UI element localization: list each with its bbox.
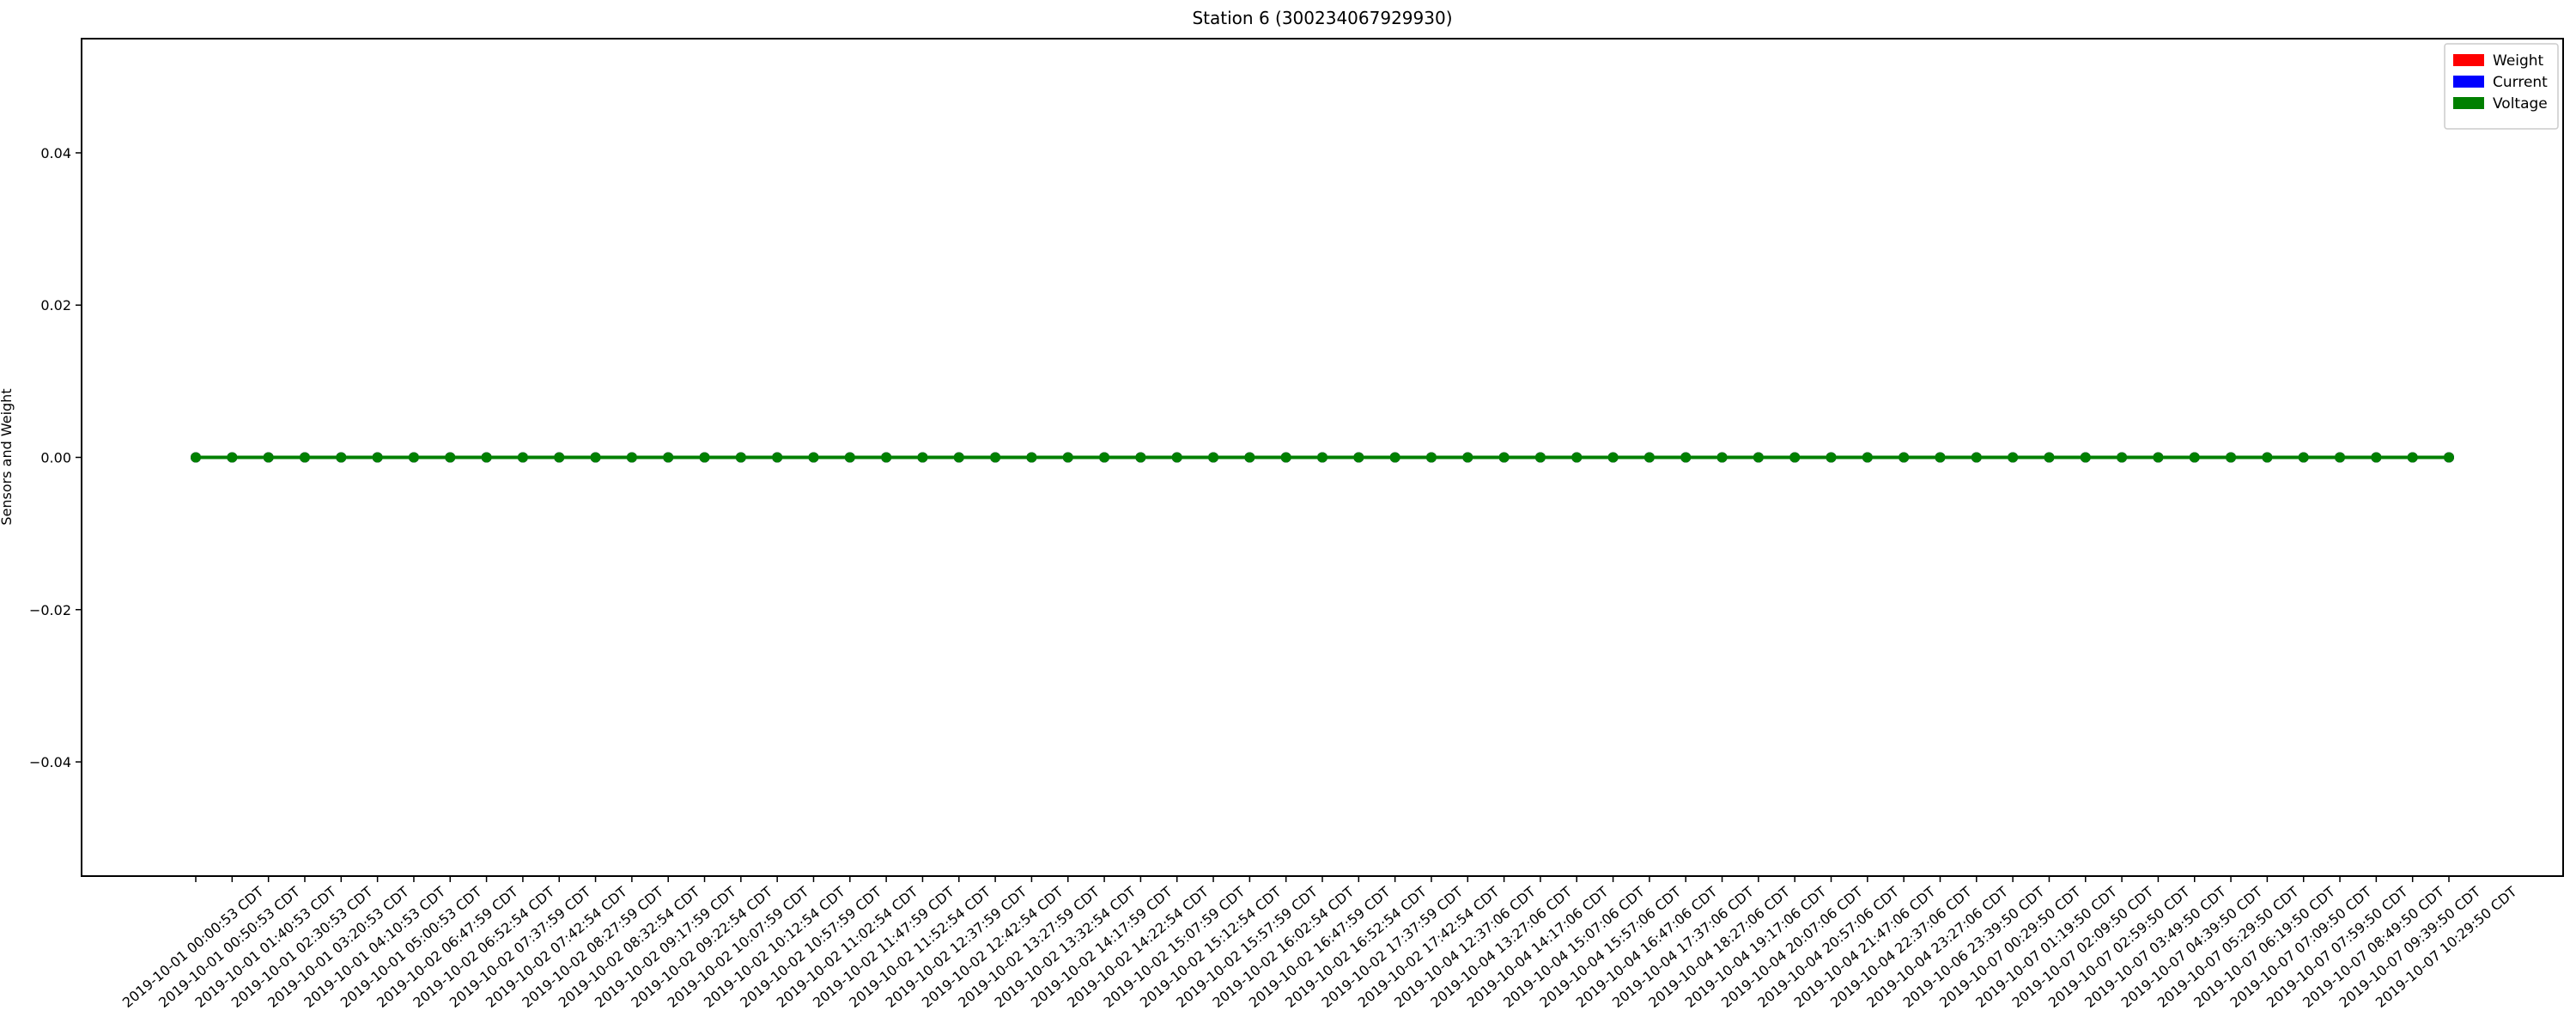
legend-label-weight: Weight [2493, 52, 2544, 70]
data-point-voltage [2117, 452, 2128, 463]
data-point-voltage [227, 452, 238, 463]
data-point-voltage [263, 452, 274, 463]
y-tick-label: −0.04 [29, 754, 71, 770]
data-point-voltage [1862, 452, 1873, 463]
y-axis-label: Sensors and Weight [0, 388, 15, 525]
y-tick-label: 0.04 [40, 145, 71, 161]
data-point-voltage [1099, 452, 1110, 463]
legend-swatch-current [2453, 76, 2484, 88]
data-point-voltage [2444, 452, 2454, 463]
data-point-voltage [408, 452, 419, 463]
data-point-voltage [1171, 452, 1182, 463]
legend-swatch-weight [2453, 54, 2484, 66]
chart-title: Station 6 (300234067929930) [1192, 8, 1452, 28]
legend: Weight Current Voltage [2444, 43, 2559, 130]
data-point-voltage [663, 452, 674, 463]
data-point-voltage [2298, 452, 2309, 463]
data-point-voltage [881, 452, 892, 463]
data-point-voltage [2080, 452, 2091, 463]
data-point-voltage [517, 452, 528, 463]
data-point-voltage [2262, 452, 2273, 463]
data-point-voltage [1135, 452, 1146, 463]
data-point-voltage [1353, 452, 1364, 463]
data-point-voltage [1534, 452, 1546, 463]
data-point-voltage [445, 452, 456, 463]
data-point-voltage [1826, 452, 1837, 463]
legend-label-voltage: Voltage [2493, 95, 2548, 113]
data-point-voltage [1389, 452, 1400, 463]
data-point-voltage [1607, 452, 1619, 463]
y-tick-label: −0.02 [29, 602, 71, 618]
data-point-voltage [1571, 452, 1583, 463]
legend-swatch-voltage [2453, 97, 2484, 109]
plot-frame [81, 38, 2564, 877]
data-point-voltage [481, 452, 492, 463]
data-point-voltage [1317, 452, 1327, 463]
data-point-voltage [2335, 452, 2346, 463]
data-point-voltage [1971, 452, 1982, 463]
legend-label-current: Current [2493, 74, 2548, 91]
data-point-voltage [1680, 452, 1692, 463]
data-point-voltage [2226, 452, 2237, 463]
data-point-voltage [2153, 452, 2164, 463]
data-point-voltage [372, 452, 383, 463]
data-point-voltage [953, 452, 964, 463]
data-point-voltage [1753, 452, 1764, 463]
data-point-voltage [844, 452, 855, 463]
data-point-voltage [554, 452, 565, 463]
data-point-voltage [1062, 452, 1073, 463]
data-point-voltage [2008, 452, 2019, 463]
data-point-voltage [191, 452, 201, 463]
data-point-voltage [917, 452, 928, 463]
y-tick-label: 0.00 [40, 450, 71, 466]
data-point-voltage [2407, 452, 2418, 463]
data-point-voltage [1716, 452, 1728, 463]
data-point-voltage [626, 452, 637, 463]
data-point-voltage [1498, 452, 1510, 463]
data-point-voltage [1026, 452, 1037, 463]
data-point-voltage [1244, 452, 1255, 463]
data-point-voltage [990, 452, 1001, 463]
data-point-voltage [808, 452, 819, 463]
data-point-voltage [2189, 452, 2200, 463]
data-point-voltage [1899, 452, 1910, 463]
data-point-voltage [1280, 452, 1291, 463]
y-tick-label: 0.02 [40, 297, 71, 314]
data-point-voltage [2044, 452, 2055, 463]
data-point-voltage [699, 452, 710, 463]
data-point-voltage [2371, 452, 2382, 463]
data-point-voltage [1425, 452, 1437, 463]
data-point-voltage [1462, 452, 1473, 463]
data-point-voltage [735, 452, 746, 463]
data-point-voltage [336, 452, 347, 463]
data-point-voltage [299, 452, 310, 463]
data-point-voltage [1643, 452, 1655, 463]
data-point-voltage [1935, 452, 1946, 463]
data-point-voltage [590, 452, 601, 463]
data-point-voltage [772, 452, 783, 463]
data-point-voltage [1789, 452, 1801, 463]
data-point-voltage [1208, 452, 1219, 463]
